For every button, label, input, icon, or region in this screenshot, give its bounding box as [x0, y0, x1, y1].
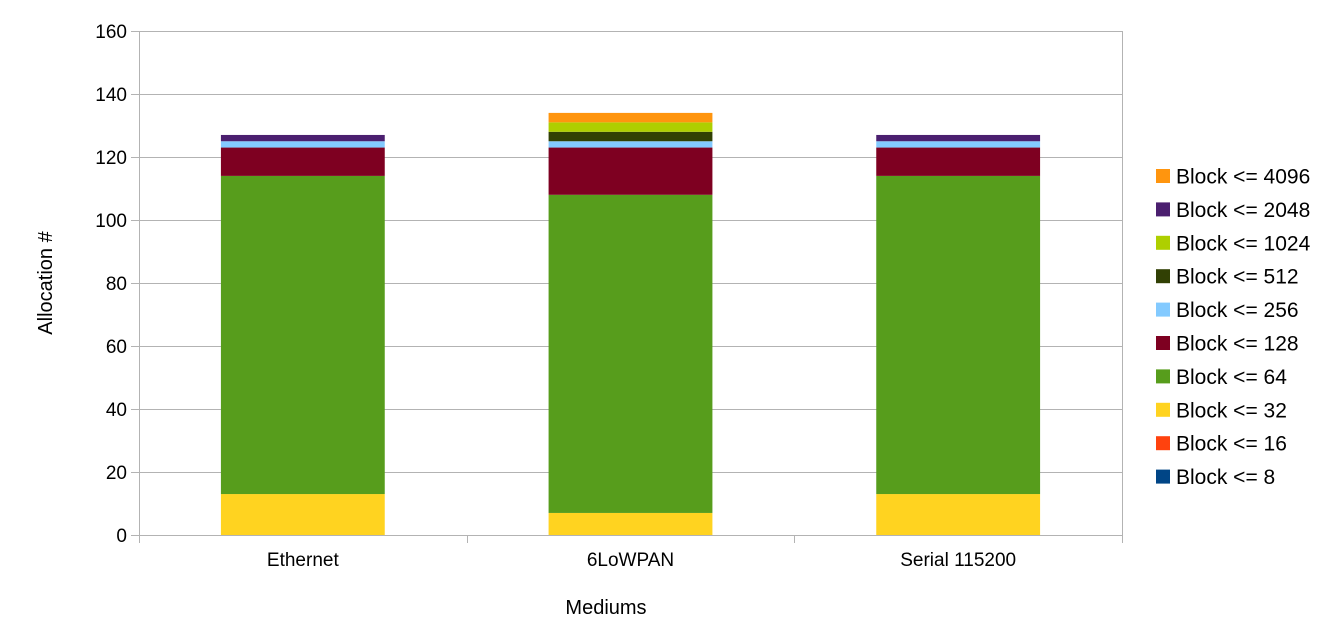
- legend-item-label: Block <= 64: [1176, 366, 1287, 389]
- y-tick-label: 20: [106, 463, 127, 484]
- legend-item-label: Block <= 512: [1176, 266, 1299, 289]
- legend-item-label: Block <= 16: [1176, 433, 1287, 456]
- bar-segment: [548, 512, 713, 535]
- y-tick-label: 160: [95, 22, 127, 43]
- bar-segment: [220, 494, 385, 535]
- legend-swatch: [1156, 169, 1170, 183]
- y-axis-title: Allocation #: [35, 230, 57, 334]
- bar-segment: [876, 134, 1041, 142]
- bar-segment: [548, 147, 713, 195]
- x-tick-label: 6LoWPAN: [587, 550, 674, 571]
- bar-segment: [548, 122, 713, 132]
- x-axis-title: Mediums: [565, 597, 646, 619]
- legend-swatch: [1156, 202, 1170, 217]
- bar-segment: [548, 112, 713, 123]
- bar-segment: [548, 194, 713, 513]
- legend-item-label: Block <= 8: [1176, 466, 1275, 489]
- y-tick-label: 140: [95, 85, 127, 106]
- legend: Block <= 4096 Block <= 2048 Block <= 1024 B…: [1156, 166, 1311, 489]
- bar-segment: [548, 131, 713, 142]
- legend-item-label: Block <= 32: [1176, 399, 1287, 422]
- legend-item-label: Block <= 128: [1176, 333, 1299, 356]
- y-tick-label: 0: [116, 526, 127, 547]
- bar-segment: [220, 141, 385, 148]
- legend-swatch: [1156, 402, 1170, 417]
- bar-segment: [876, 175, 1041, 495]
- y-tick-label: 40: [106, 400, 127, 421]
- legend-swatch: [1156, 469, 1170, 484]
- legend-item-label: Block <= 1024: [1176, 232, 1311, 255]
- legend-swatch: [1156, 269, 1170, 284]
- bar-segment: [220, 175, 385, 495]
- legend-swatch: [1156, 436, 1170, 451]
- bar-segment: [876, 147, 1041, 176]
- legend-swatch: [1156, 336, 1170, 350]
- legend-swatch: [1156, 302, 1170, 317]
- y-tick-label: 100: [95, 211, 127, 232]
- y-tick-label: 80: [106, 274, 127, 295]
- bar-segment: [876, 494, 1041, 535]
- legend-item-label: Block <= 2048: [1176, 199, 1310, 222]
- y-tick-label: 60: [106, 337, 127, 358]
- x-tick-label: Ethernet: [267, 550, 340, 571]
- legend-item-label: Block <= 256: [1176, 299, 1299, 322]
- legend-swatch: [1156, 369, 1170, 384]
- x-tick-label: Serial 115200: [900, 550, 1016, 571]
- bars: [220, 112, 1041, 535]
- legend-item-label: Block <= 4096: [1176, 166, 1310, 189]
- y-tick-label: 120: [95, 148, 127, 169]
- bar-segment: [220, 134, 385, 142]
- bar-segment: [876, 141, 1041, 148]
- bar-segment: [220, 147, 385, 176]
- axes: 0 20 40 60 80 100 120 140 160 Ethernet 6LoWPAN Seri…: [95, 22, 1123, 571]
- bar-segment: [548, 141, 713, 148]
- legend-swatch: [1156, 235, 1170, 250]
